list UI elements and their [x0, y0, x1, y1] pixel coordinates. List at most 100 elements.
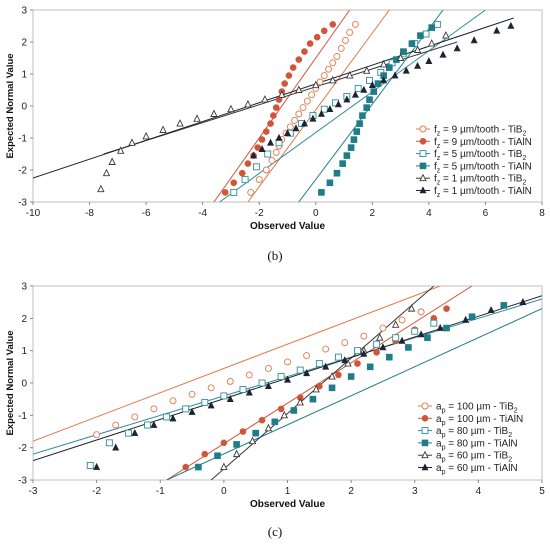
chart-c-data-point: [328, 384, 336, 392]
chart-b-data-point: [244, 160, 252, 167]
chart-b-data-point: [291, 116, 299, 124]
chart-c-data-point: [500, 302, 508, 309]
chart-c-data-point: [277, 405, 285, 413]
chart-c-legend-subscript: p: [442, 408, 446, 415]
chart-b-data-point: [278, 90, 286, 98]
panel-label-b: (b): [267, 248, 283, 263]
chart-b-legend-text: = 1 µm/tooth - TiB: [440, 174, 523, 185]
chart-b-data-point: [268, 156, 276, 164]
chart-b-legend-subscript: z: [437, 131, 441, 138]
chart-b-data-point: [244, 99, 252, 108]
chart-b-data-point: [221, 189, 229, 196]
chart-c-legend-text: a: [436, 438, 442, 449]
chart-b-legend-entry: fz = 1 µm/tooth - TiB2: [434, 174, 526, 187]
chart-c-legend-text: a: [436, 426, 442, 437]
chart-b-x-tick-label: 2: [370, 208, 376, 219]
chart-c-data-point: [328, 372, 336, 380]
chart-c-data-point: [436, 323, 444, 331]
chart-b-data-point: [408, 40, 416, 47]
chart-c-data-point: [150, 420, 158, 428]
chart-c-data-point: [280, 410, 289, 419]
chart-c-data-point: [430, 319, 438, 327]
chart-c-data-point: [220, 392, 228, 400]
chart-b-data-point: [343, 152, 351, 159]
chart-c-data-point: [296, 397, 304, 406]
chart-c-data-point: [354, 360, 361, 367]
chart-c-y-tick-label: -1: [18, 411, 27, 422]
chart-b-data-point: [379, 59, 388, 68]
chart-c-data-point: [347, 373, 355, 380]
chart-c-legend-subscript: 2: [508, 432, 512, 439]
chart-c-data-point: [245, 388, 253, 396]
chart-c-data-point: [373, 348, 380, 356]
chart-c-fit-line-3: [166, 308, 542, 480]
chart-c-legend-text: = 80 µm - TiB: [445, 426, 508, 437]
chart-b-legend-entry: fz = 1 µm/tooth - TiAlN: [434, 186, 532, 199]
chart-b-data-point: [320, 72, 328, 80]
chart-b-x-axis-label: Observed Value: [250, 221, 325, 232]
chart-c-data-point: [226, 377, 234, 385]
chart-c-data-point: [214, 452, 221, 460]
chart-b-x-tick-label: -6: [142, 208, 151, 219]
chart-c-fit-line-0: [33, 286, 441, 442]
chart-b-data-point: [343, 95, 351, 103]
chart-b-x-tick-label: 6: [483, 208, 489, 219]
chart-b-data-point: [359, 112, 366, 119]
chart-b-data-point: [439, 50, 447, 58]
chart-c-data-point: [163, 413, 171, 421]
chart-c-data-point: [264, 423, 273, 432]
chart-c-x-tick-label: -1: [156, 486, 165, 497]
chart-c-data-point: [417, 308, 425, 316]
chart-c-data-point: [258, 416, 266, 424]
chart-c-data-point: [201, 450, 209, 458]
chart-b-data-point: [346, 28, 354, 36]
chart-c-legend-subscript: p: [442, 469, 446, 476]
chart-c-data-point: [303, 369, 311, 377]
chart-b-data-point: [250, 151, 258, 159]
chart-b-data-point: [325, 65, 332, 73]
chart-c-legend-marker: [421, 427, 429, 435]
chart-b-data-point: [414, 61, 422, 69]
chart-b-legend-text: f: [434, 137, 437, 148]
chart-b-data-point: [295, 110, 303, 118]
chart-c-x-tick-label: 4: [476, 486, 482, 497]
chart-c-data-point: [391, 320, 400, 328]
chart-b-x-tick-label: 8: [539, 208, 545, 219]
chart-c-data-point: [354, 347, 361, 355]
chart-b-x-tick-label: 0: [313, 208, 319, 219]
chart-b-data-point: [289, 64, 297, 71]
chart-c-data-point: [366, 363, 374, 371]
chart-c-legend-text: = 80 µm - TiAlN: [445, 438, 517, 449]
chart-b-data-point: [258, 145, 266, 152]
chart-b-legend-text: = 9 µm/tooth - TiAlN: [440, 137, 532, 148]
chart-b-data-point: [351, 20, 359, 28]
chart-c-data-point: [290, 407, 298, 414]
chart-c-data-point: [519, 297, 527, 305]
chart-c-x-tick-label: 5: [539, 486, 545, 497]
chart-b-x-tick-label: 4: [426, 208, 432, 219]
chart-b-data-point: [292, 124, 300, 132]
chart-b-data-point: [350, 136, 358, 143]
chart-c-legend-text: a: [436, 463, 442, 474]
chart-b-data-point: [329, 59, 337, 67]
chart-b-legend-marker: [419, 150, 427, 158]
chart-c-data-point: [443, 324, 450, 332]
chart-b-fit-line-1: [213, 10, 351, 202]
chart-c-series-0: [93, 308, 425, 439]
chart-b-legend-subscript: z: [437, 155, 441, 162]
chart-b-data-point: [295, 85, 303, 93]
chart-b-data-point: [453, 44, 461, 52]
chart-c-data-point: [105, 439, 113, 447]
chart-b-data-point: [128, 138, 136, 146]
chart-b-data-point: [370, 88, 378, 95]
chart-b-data-point: [320, 27, 328, 35]
chart-c-data-point: [341, 339, 349, 347]
chart-c-data-point: [385, 353, 393, 361]
chart-c-data-point: [245, 371, 253, 379]
chart-b-legend-text: f: [434, 149, 437, 160]
chart-b-data-point: [380, 76, 388, 84]
chart-b-data-point: [247, 188, 255, 196]
chart-c-y-tick-label: 1: [21, 346, 27, 357]
chart-c-data-point: [239, 386, 247, 393]
